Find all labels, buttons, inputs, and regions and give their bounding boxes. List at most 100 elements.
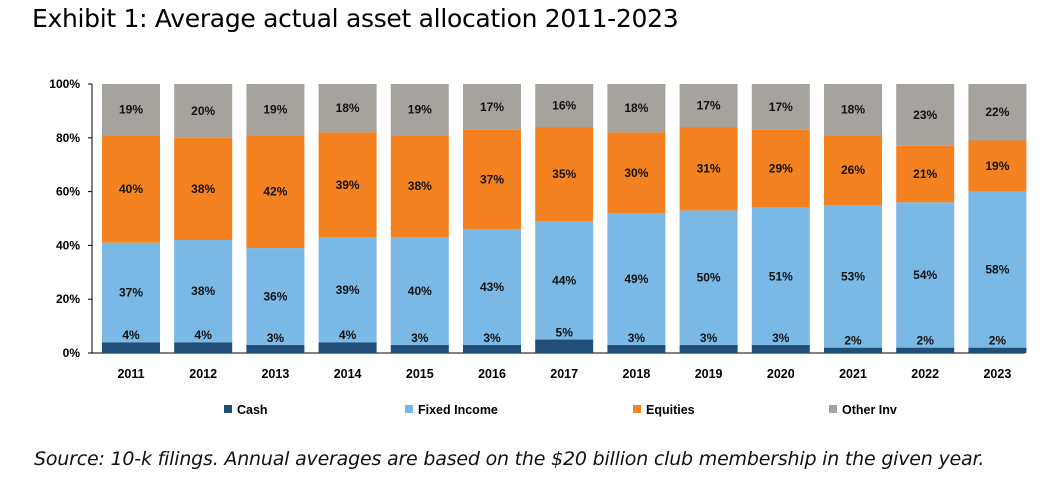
legend-label: Equities <box>646 403 695 417</box>
x-tick-labels: 2011 2012 2013 2014 2015 2016 2017 2018 2019 2020… <box>117 367 1011 381</box>
bar-segment-cash <box>318 342 377 353</box>
bar-segment-cash <box>824 347 882 353</box>
legend-swatch <box>829 405 837 413</box>
legend-swatch <box>633 405 641 413</box>
data-label: 3% <box>483 331 501 345</box>
data-label: 19% <box>263 103 287 117</box>
bar-segment-other-inv <box>390 84 449 136</box>
bar-segment-cash <box>463 344 521 353</box>
x-tick-label: 2016 <box>478 367 506 381</box>
data-label: 17% <box>697 99 721 113</box>
bar-segment-equities <box>968 140 1027 192</box>
x-tick-label: 2017 <box>550 367 578 381</box>
bar-segment-fixed-income <box>679 210 738 345</box>
data-label: 3% <box>772 331 790 345</box>
data-label: 30% <box>624 166 648 180</box>
data-label: 51% <box>769 269 793 283</box>
bar-segment-fixed-income <box>896 202 955 348</box>
bar-segment-fixed-income <box>463 229 521 345</box>
bar-segment-fixed-income <box>390 237 449 345</box>
bar-segment-cash <box>390 344 449 353</box>
bar-segment-other-inv <box>824 84 882 136</box>
bar-segment-fixed-income <box>535 221 594 340</box>
bar-segment-equities <box>102 135 160 243</box>
y-tick-label: 0% <box>63 346 81 360</box>
bar-segment-fixed-income <box>246 248 305 345</box>
y-tick-labels: 0% 20% 40% 60% 80% 100% <box>49 77 92 360</box>
data-label: 26% <box>841 163 865 177</box>
data-label: 54% <box>913 268 937 282</box>
bar-segment-fixed-income <box>968 191 1027 348</box>
data-label: 31% <box>697 162 721 176</box>
bar-segment-fixed-income <box>751 207 810 345</box>
data-label: 19% <box>408 103 432 117</box>
bar-segment-other-inv <box>246 84 305 136</box>
data-label: 2% <box>844 334 862 348</box>
data-label: 37% <box>119 285 143 299</box>
x-tick-label: 2022 <box>911 367 939 381</box>
stacked-bar-chart: 4% 37% 40% 19% 4% 38% 38% 20% 3% 36% 42% 19% 4% 39% 39… <box>49 77 1027 417</box>
data-label: 50% <box>697 271 721 285</box>
data-label: 44% <box>552 273 576 287</box>
bar-segment-other-inv <box>896 84 955 146</box>
data-label: 4% <box>195 328 213 342</box>
y-tick-label: 80% <box>56 131 80 145</box>
bars <box>102 84 1027 353</box>
bar-segment-cash <box>968 347 1027 353</box>
x-tick-label: 2020 <box>767 367 795 381</box>
bar-segment-equities <box>824 135 882 206</box>
bar-segment-cash <box>102 342 160 353</box>
data-label: 21% <box>913 167 937 181</box>
bar-segment-equities <box>535 127 594 222</box>
bar-segment-cash <box>535 339 594 353</box>
bar-segment-other-inv <box>679 84 738 128</box>
legend-label: Cash <box>237 403 268 417</box>
x-tick-label: 2015 <box>406 367 434 381</box>
source-note: Source: 10-k filings. Annual averages ar… <box>34 448 985 470</box>
bar-segment-other-inv <box>607 84 666 133</box>
x-tick-label: 2019 <box>695 367 723 381</box>
bar-segment-other-inv <box>535 84 594 128</box>
data-label: 39% <box>336 283 360 297</box>
bar-segment-cash <box>679 344 738 353</box>
bar-segment-other-inv <box>751 84 810 130</box>
data-label: 40% <box>408 284 432 298</box>
bar-segment-other-inv <box>174 84 233 138</box>
y-tick-label: 20% <box>56 292 80 306</box>
x-tick-label: 2013 <box>261 367 289 381</box>
bar-segment-fixed-income <box>824 205 882 348</box>
data-label: 17% <box>480 100 504 114</box>
data-label: 39% <box>336 178 360 192</box>
data-label: 22% <box>985 105 1009 119</box>
data-label: 18% <box>624 101 648 115</box>
data-label: 38% <box>191 284 215 298</box>
data-label: 53% <box>841 269 865 283</box>
x-tick-label: 2018 <box>622 367 650 381</box>
bar-segment-equities <box>318 132 377 238</box>
x-tick-label: 2012 <box>189 367 217 381</box>
x-tick-label: 2014 <box>334 367 362 381</box>
data-label: 49% <box>624 272 648 286</box>
data-label: 37% <box>480 172 504 186</box>
bar-segment-cash <box>896 347 955 353</box>
data-label: 4% <box>339 328 357 342</box>
chart-title: Exhibit 1: Average actual asset allocati… <box>32 4 679 33</box>
x-tick-label: 2021 <box>839 367 867 381</box>
bar-segment-equities <box>174 137 233 241</box>
data-label: 17% <box>769 100 793 114</box>
bar-segment-equities <box>463 129 521 230</box>
data-label: 5% <box>556 326 574 340</box>
legend: Cash Fixed Income Equities Other Inv <box>224 403 897 417</box>
bar-segment-other-inv <box>318 84 377 133</box>
legend-swatch <box>405 405 413 413</box>
data-label: 18% <box>336 101 360 115</box>
data-label: 3% <box>700 331 718 345</box>
y-tick-label: 60% <box>56 185 80 199</box>
legend-label: Fixed Income <box>418 403 498 417</box>
data-label: 3% <box>628 331 646 345</box>
data-label: 18% <box>841 103 865 117</box>
bar-segment-equities <box>390 135 449 238</box>
data-label: 38% <box>408 179 432 193</box>
data-label: 36% <box>263 290 287 304</box>
x-tick-label: 2011 <box>117 367 144 381</box>
